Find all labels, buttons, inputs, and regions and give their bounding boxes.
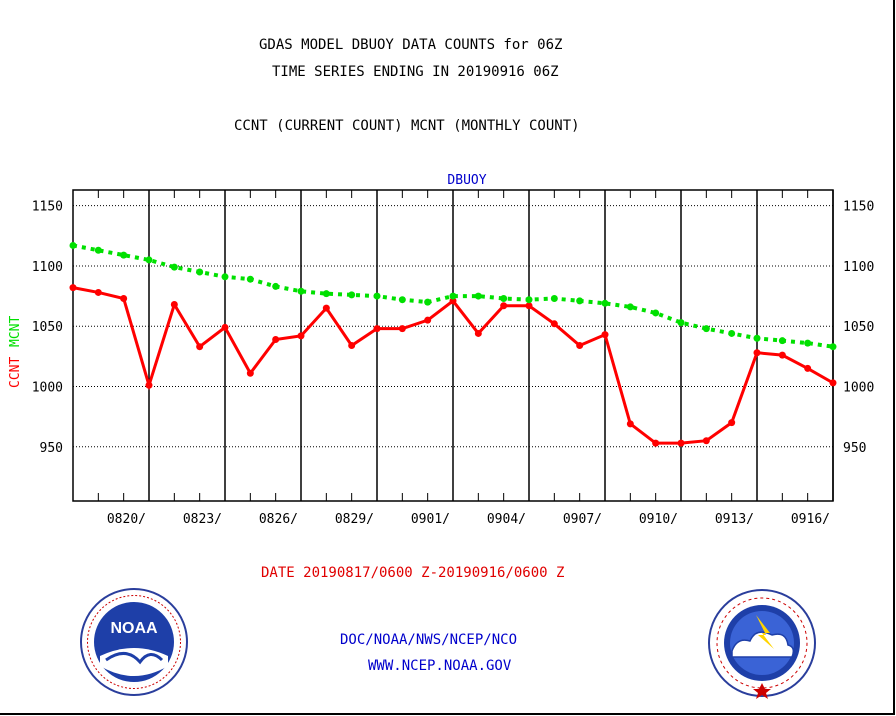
data-point-mcnt	[322, 290, 330, 298]
data-point-ccnt	[348, 342, 356, 349]
data-point-ccnt	[398, 325, 406, 333]
data-point-mcnt	[804, 339, 812, 347]
url-link[interactable]: WWW.NCEP.NOAA.GOV	[368, 658, 512, 674]
data-point-mcnt	[145, 256, 153, 264]
data-point-mcnt	[348, 291, 356, 299]
y-tick-label-left: 950	[40, 441, 63, 456]
data-point-ccnt	[500, 302, 508, 310]
y-axis-label-ccnt: CCNT	[8, 357, 23, 388]
data-point-mcnt	[728, 329, 736, 337]
x-tick-label: 0820/	[107, 512, 146, 527]
x-tick-label: 0907/	[563, 512, 602, 527]
y-tick-label-right: 1100	[843, 260, 874, 275]
data-point-ccnt	[474, 329, 482, 337]
x-tick-label: 0826/	[259, 512, 298, 527]
x-tick-label: 0916/	[791, 512, 830, 527]
data-point-ccnt	[145, 381, 153, 389]
data-point-mcnt	[398, 296, 406, 304]
data-point-ccnt	[94, 288, 102, 296]
data-point-mcnt	[601, 299, 609, 307]
data-point-ccnt	[804, 364, 812, 372]
data-point-ccnt	[753, 349, 761, 357]
data-point-ccnt	[272, 335, 280, 343]
data-point-ccnt	[525, 302, 533, 310]
date-range-label: DATE 20190817/0600 Z-20190916/0600 Z	[261, 565, 565, 581]
y-tick-label-left: 1050	[32, 320, 63, 335]
y-tick-label-left: 1150	[32, 200, 63, 215]
x-tick-label: 0823/	[183, 512, 222, 527]
chart-title-line1: GDAS MODEL DBUOY DATA COUNTS for 06Z	[259, 37, 563, 53]
y-tick-label-left: 1000	[32, 380, 63, 395]
data-point-ccnt	[424, 316, 432, 324]
data-point-ccnt	[373, 325, 381, 333]
plot-title: DBUOY	[447, 173, 486, 188]
data-point-mcnt	[69, 241, 77, 249]
x-tick-label: 0910/	[639, 512, 678, 527]
data-point-mcnt	[424, 298, 432, 306]
data-point-ccnt	[576, 342, 584, 349]
data-point-mcnt	[626, 303, 634, 311]
data-point-mcnt	[778, 337, 786, 345]
data-point-mcnt	[246, 275, 254, 283]
data-point-ccnt	[829, 379, 837, 387]
data-point-ccnt	[677, 439, 685, 447]
data-point-ccnt	[297, 332, 305, 340]
data-point-ccnt	[778, 351, 786, 359]
data-point-mcnt	[120, 251, 128, 259]
data-point-mcnt	[652, 309, 660, 317]
y-tick-label-left: 1100	[32, 260, 63, 275]
org-line[interactable]: DOC/NOAA/NWS/NCEP/NCO	[340, 632, 518, 648]
data-point-mcnt	[94, 246, 102, 254]
data-point-mcnt	[221, 273, 229, 281]
data-point-ccnt	[322, 304, 330, 312]
data-point-ccnt	[728, 419, 736, 427]
x-tick-label: 0901/	[411, 512, 450, 527]
data-point-ccnt	[702, 437, 710, 445]
data-point-mcnt	[297, 287, 305, 295]
data-point-mcnt	[829, 343, 837, 351]
data-point-ccnt	[449, 297, 457, 305]
data-point-mcnt	[449, 292, 457, 300]
y-tick-label-right: 1150	[843, 200, 874, 215]
data-point-mcnt	[677, 319, 685, 327]
data-point-mcnt	[576, 297, 584, 305]
data-point-ccnt	[69, 284, 77, 292]
data-point-ccnt	[196, 343, 204, 351]
y-axis-label-mcnt: MCNT	[8, 316, 23, 347]
data-point-mcnt	[550, 294, 558, 302]
data-point-ccnt	[120, 294, 128, 302]
data-point-mcnt	[753, 334, 761, 342]
data-point-ccnt	[550, 320, 558, 328]
data-point-mcnt	[373, 292, 381, 300]
data-point-ccnt	[221, 323, 229, 331]
data-point-mcnt	[500, 294, 508, 302]
data-point-ccnt	[170, 301, 178, 309]
data-point-ccnt	[601, 331, 609, 339]
data-point-mcnt	[525, 296, 533, 304]
x-tick-label: 0829/	[335, 512, 374, 527]
data-point-mcnt	[170, 263, 178, 271]
chart-subtitle: CCNT (CURRENT COUNT) MCNT (MONTHLY COUNT…	[234, 118, 580, 134]
data-point-ccnt	[246, 369, 254, 377]
x-tick-label: 0904/	[487, 512, 526, 527]
data-point-mcnt	[272, 282, 280, 290]
data-point-ccnt	[626, 420, 634, 428]
data-point-mcnt	[702, 325, 710, 333]
chart-title-line2: TIME SERIES ENDING IN 20190916 06Z	[272, 64, 559, 80]
y-tick-label-right: 1000	[843, 380, 874, 395]
y-tick-label-right: 1050	[843, 320, 874, 335]
data-point-ccnt	[652, 439, 660, 447]
data-point-mcnt	[196, 268, 204, 276]
y-tick-label-right: 950	[843, 441, 866, 456]
x-tick-label: 0913/	[715, 512, 754, 527]
data-point-mcnt	[474, 292, 482, 300]
